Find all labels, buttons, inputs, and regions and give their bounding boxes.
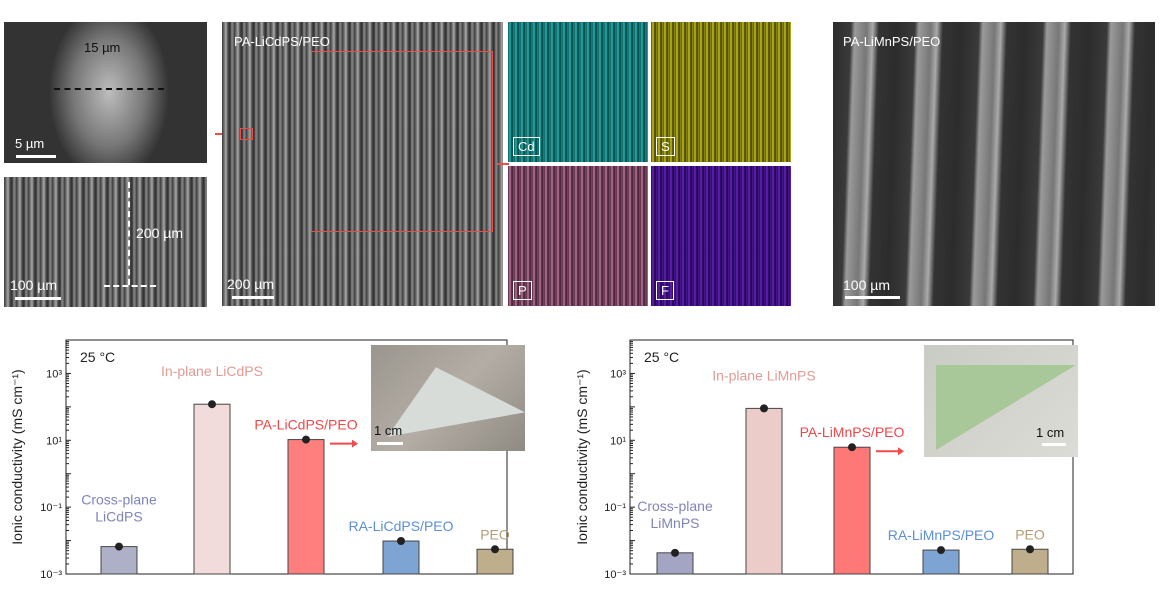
plot-frame — [65, 339, 508, 575]
element-label: P — [513, 281, 532, 300]
thickness-arrow — [128, 182, 130, 285]
inset-scale-bar — [1042, 443, 1066, 446]
sem-cross-section: 200 µm 100 µm — [4, 177, 207, 307]
scale-label: 100 µm — [843, 277, 890, 293]
data-point — [671, 548, 679, 557]
bar — [100, 546, 138, 575]
y-tick-label: 10⁻¹ — [40, 502, 62, 514]
bar-label: In-plane LiCdPS — [161, 363, 263, 379]
temperature-annotation: 25 °C — [644, 349, 679, 365]
eds-map-s: S — [651, 22, 791, 162]
bar — [193, 403, 231, 575]
y-tick-label: 10¹ — [46, 435, 62, 447]
arrow-right-icon — [497, 163, 509, 165]
eds-map-f: F — [651, 166, 791, 306]
conductivity-chart-licdps: 10⁻³ 10⁻¹ 10¹ 10³ Ionic conductivity (mS cm⁻… — [9, 339, 514, 581]
bar-label: Cross-plane — [81, 492, 157, 508]
data-point — [848, 443, 856, 452]
y-tick-label: 10⁻³ — [40, 569, 62, 581]
y-tick-label: 10⁻¹ — [604, 502, 626, 514]
data-point — [937, 546, 945, 555]
bar-label: PA-LiCdPS/PEO — [254, 417, 357, 433]
bar-label: LiCdPS — [95, 509, 142, 525]
element-label: F — [656, 281, 674, 300]
eds-map-p: P — [508, 166, 648, 306]
image-title: PA-LiMnPS/PEO — [843, 34, 941, 49]
image-title: PA-LiCdPS/PEO — [234, 34, 330, 49]
inset-photo-licdps-film: 1 cm — [371, 345, 525, 451]
scale-bar — [845, 296, 900, 299]
sem-pa-limnps-peo: PA-LiMnPS/PEO 100 µm — [833, 22, 1155, 306]
temperature-annotation: 25 °C — [80, 349, 115, 365]
element-label: S — [656, 137, 675, 156]
data-point — [760, 404, 768, 413]
y-axis-label: Ionic conductivity (mS cm⁻¹) — [9, 369, 25, 544]
y-axis-label: Ionic conductivity (mS cm⁻¹) — [575, 369, 590, 544]
bar-label: RA-LiCdPS/PEO — [348, 518, 453, 534]
dimension-label: 15 µm — [84, 40, 121, 55]
data-point — [397, 537, 405, 546]
bar — [833, 446, 871, 575]
bar-label: Cross-plane — [637, 498, 713, 514]
bar-label: PA-LiMnPS/PEO — [800, 424, 905, 440]
inset-photo-limnps-film: 1 cm — [924, 345, 1078, 457]
data-point — [208, 400, 216, 409]
arrow-head-icon — [352, 439, 358, 448]
data-point — [115, 542, 123, 551]
data-point — [1026, 545, 1034, 554]
scale-bar — [232, 296, 274, 299]
eds-region-marker — [311, 51, 493, 232]
bar — [1011, 548, 1049, 575]
sem-fiber-closeup: 15 µm 5 µm — [4, 22, 207, 163]
bar-label: In-plane LiMnPS — [712, 367, 816, 383]
y-tick-label: 10¹ — [610, 435, 626, 447]
sem-pa-licdps-peo: PA-LiCdPS/PEO 200 µm — [222, 22, 503, 306]
scale-label: 5 µm — [15, 136, 45, 151]
bar-label: PEO — [1015, 526, 1045, 542]
data-point — [491, 545, 499, 554]
baseline-marker — [104, 285, 156, 287]
bar — [382, 540, 420, 575]
element-label: Cd — [513, 137, 540, 156]
scale-bar — [15, 297, 61, 300]
scale-label: 100 µm — [10, 277, 57, 293]
inset-scale-bar — [377, 442, 403, 445]
bar — [287, 439, 325, 575]
film-shape — [936, 365, 1076, 450]
scale-label: 200 µm — [227, 276, 274, 292]
bar-label: RA-LiMnPS/PEO — [888, 527, 995, 543]
scale-bar — [16, 155, 56, 158]
y-tick-label: 10³ — [610, 368, 626, 380]
y-tick-label: 10⁻³ — [604, 569, 626, 581]
bar-label: PEO — [480, 526, 510, 542]
y-tick-label: 10³ — [46, 368, 62, 380]
inset-scale-label: 1 cm — [374, 423, 403, 438]
dimension-label: 200 µm — [136, 225, 183, 241]
zoom-region-marker — [240, 128, 253, 140]
inset-scale-label: 1 cm — [1036, 425, 1065, 440]
arrow-head-icon — [898, 447, 904, 456]
bar — [745, 407, 783, 575]
eds-map-cd: Cd — [508, 22, 648, 162]
dimension-arrow — [54, 88, 164, 90]
conductivity-chart-limnps: 10⁻³ 10⁻¹ 10¹ 10³ Ionic conductivity (mS cm⁻… — [575, 339, 1074, 581]
bar-label: LiMnPS — [650, 515, 699, 531]
data-point — [302, 435, 310, 444]
bar — [476, 548, 514, 575]
